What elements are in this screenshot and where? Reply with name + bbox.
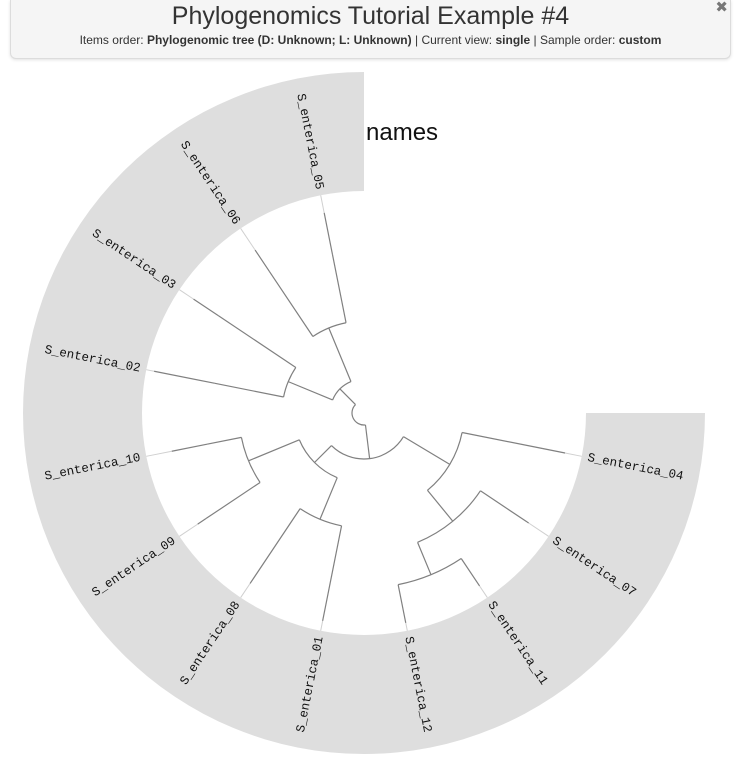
- leaf-branch: [254, 249, 271, 272]
- internal-branch: [417, 542, 432, 575]
- internal-branch: [480, 490, 528, 523]
- page-title: Phylogenomics Tutorial Example #4: [171, 2, 570, 30]
- phylogenetic-tree: [153, 212, 566, 624]
- internal-branch: [319, 477, 338, 520]
- leaf-guide-line: [405, 622, 408, 631]
- leaf-branch: [397, 584, 407, 624]
- close-icon[interactable]: ✖: [715, 0, 728, 16]
- view-info: Items order: Phylogenomic tree (D: Unkno…: [11, 32, 730, 48]
- internal-arc: [398, 558, 462, 586]
- leaf-branch: [197, 518, 207, 525]
- leaf-guide-line: [320, 195, 325, 214]
- internal-branch: [218, 315, 297, 368]
- title-panel: Phylogenomics Tutorial Example #4 Items …: [10, 0, 731, 59]
- names-layer: [23, 72, 705, 754]
- internal-branch: [331, 253, 347, 323]
- leaf-guide-line: [564, 452, 582, 457]
- internal-branch: [461, 431, 543, 450]
- leaf-branch: [171, 443, 208, 452]
- leaf-guide-line: [528, 522, 549, 537]
- leaf-branch: [526, 521, 529, 524]
- sample-order-label: Sample order:: [539, 33, 616, 47]
- leaf-guide-line: [320, 620, 324, 631]
- current-view-label: Current view:: [421, 33, 493, 47]
- leaf-branch: [542, 447, 566, 454]
- internal-arc: [427, 432, 463, 491]
- internal-branch: [214, 382, 284, 398]
- leaf-guide-line: [479, 585, 488, 598]
- layer-title: names: [366, 119, 438, 146]
- internal-branch: [206, 436, 242, 445]
- internal-branch: [248, 439, 300, 462]
- tree-guide-lines: [146, 195, 582, 631]
- current-view-value: single: [495, 33, 531, 47]
- root-arc: [351, 404, 366, 426]
- internal-branch: [205, 481, 261, 520]
- internal-arc: [282, 367, 297, 398]
- internal-branch: [314, 445, 332, 463]
- leaf-branch: [193, 298, 219, 317]
- internal-branch: [364, 424, 371, 459]
- internal-branch: [269, 271, 314, 337]
- leaf-guide-line: [240, 228, 256, 251]
- internal-branch: [328, 327, 352, 382]
- items-order-value: Phylogenomic tree (D: Unknown; L: Unknow…: [146, 33, 412, 47]
- leaf-guide-line: [146, 450, 172, 457]
- internal-branch: [288, 381, 333, 401]
- internal-branch: [426, 489, 454, 522]
- leaf-guide-line: [179, 289, 194, 300]
- leaf-guide-line: [240, 583, 251, 598]
- leaf-branch: [322, 525, 343, 622]
- internal-arc: [299, 508, 342, 527]
- internal-arc: [417, 490, 481, 543]
- items-order-label: Items order:: [79, 33, 144, 47]
- internal-arc: [332, 381, 352, 401]
- separator: |: [533, 33, 537, 47]
- leaf-branch: [460, 558, 481, 587]
- leaf-guide-line: [146, 369, 155, 372]
- internal-arc: [240, 437, 261, 483]
- internal-branch: [403, 436, 451, 465]
- sample-order-value: custom: [618, 33, 662, 47]
- internal-arc: [298, 439, 338, 479]
- leaf-guide-line: [179, 523, 198, 537]
- internal-branch: [339, 388, 356, 405]
- separator: |: [414, 33, 419, 47]
- leaf-branch: [249, 508, 301, 584]
- names-layer-band: [23, 72, 705, 754]
- internal-arc: [331, 436, 404, 460]
- internal-arc: [312, 322, 347, 338]
- leaf-branch: [153, 370, 216, 384]
- leaf-branch: [323, 212, 333, 255]
